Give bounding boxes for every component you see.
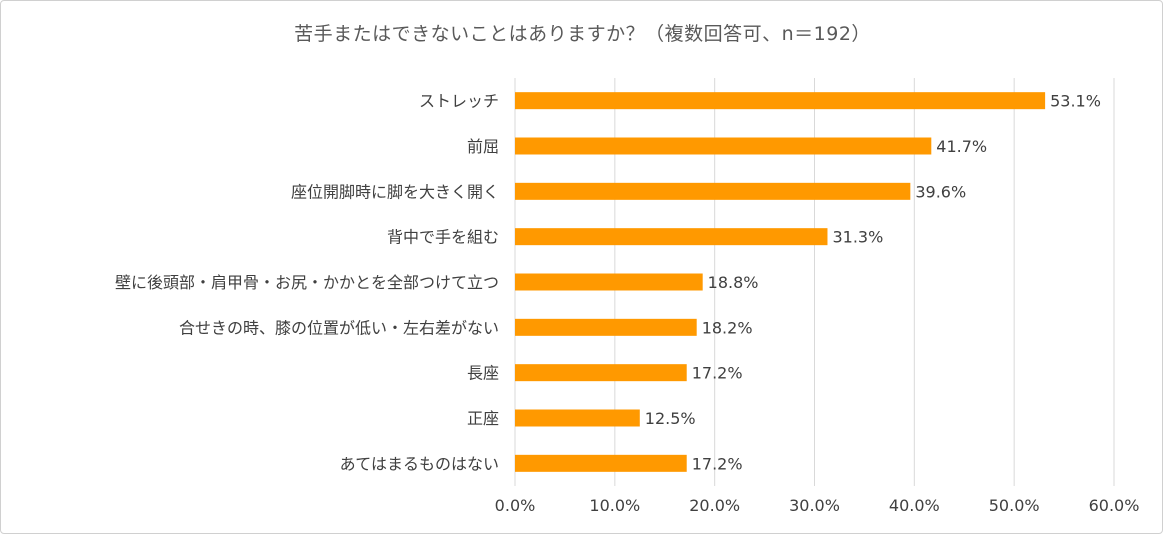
data-label: 18.2% <box>702 318 753 337</box>
data-label: 17.2% <box>692 364 743 383</box>
data-label: 39.6% <box>915 182 966 201</box>
category-label: 壁に後頭部・肩甲骨・お尻・かかとを全部つけて立つ <box>115 273 499 292</box>
bar <box>515 454 687 472</box>
category-label: あてはまるものはない <box>340 454 499 473</box>
data-label: 31.3% <box>832 228 883 247</box>
data-label: 12.5% <box>645 409 696 428</box>
category-label: 背中で手を組む <box>387 228 499 247</box>
category-label: 正座 <box>467 409 499 428</box>
bar <box>515 228 828 246</box>
category-label: 前屈 <box>467 137 499 156</box>
chart-title: 苦手またはできないことはありますか？（複数回答可、n＝192） <box>294 23 871 45</box>
bar <box>515 92 1046 110</box>
category-label: ストレッチ <box>419 92 499 111</box>
bar <box>515 137 932 155</box>
category-label: 座位開脚時に脚を大きく開く <box>291 182 499 201</box>
data-label: 18.8% <box>708 273 759 292</box>
x-tick-label: 50.0% <box>989 496 1040 515</box>
data-label: 17.2% <box>692 454 743 473</box>
x-tick-label: 20.0% <box>689 496 740 515</box>
bar <box>515 318 697 336</box>
category-label: 合せきの時、膝の位置が低い・左右差がない <box>179 318 499 337</box>
bar <box>515 273 703 291</box>
bar <box>515 364 687 382</box>
data-label: 41.7% <box>936 137 987 156</box>
x-tick-label: 0.0% <box>495 496 536 515</box>
data-label: 53.1% <box>1050 92 1101 111</box>
category-label: 長座 <box>467 364 499 383</box>
bar <box>515 409 640 427</box>
x-tick-label: 30.0% <box>789 496 840 515</box>
x-tick-label: 60.0% <box>1089 496 1140 515</box>
x-tick-label: 10.0% <box>589 496 640 515</box>
bar <box>515 182 911 200</box>
x-tick-label: 40.0% <box>889 496 940 515</box>
